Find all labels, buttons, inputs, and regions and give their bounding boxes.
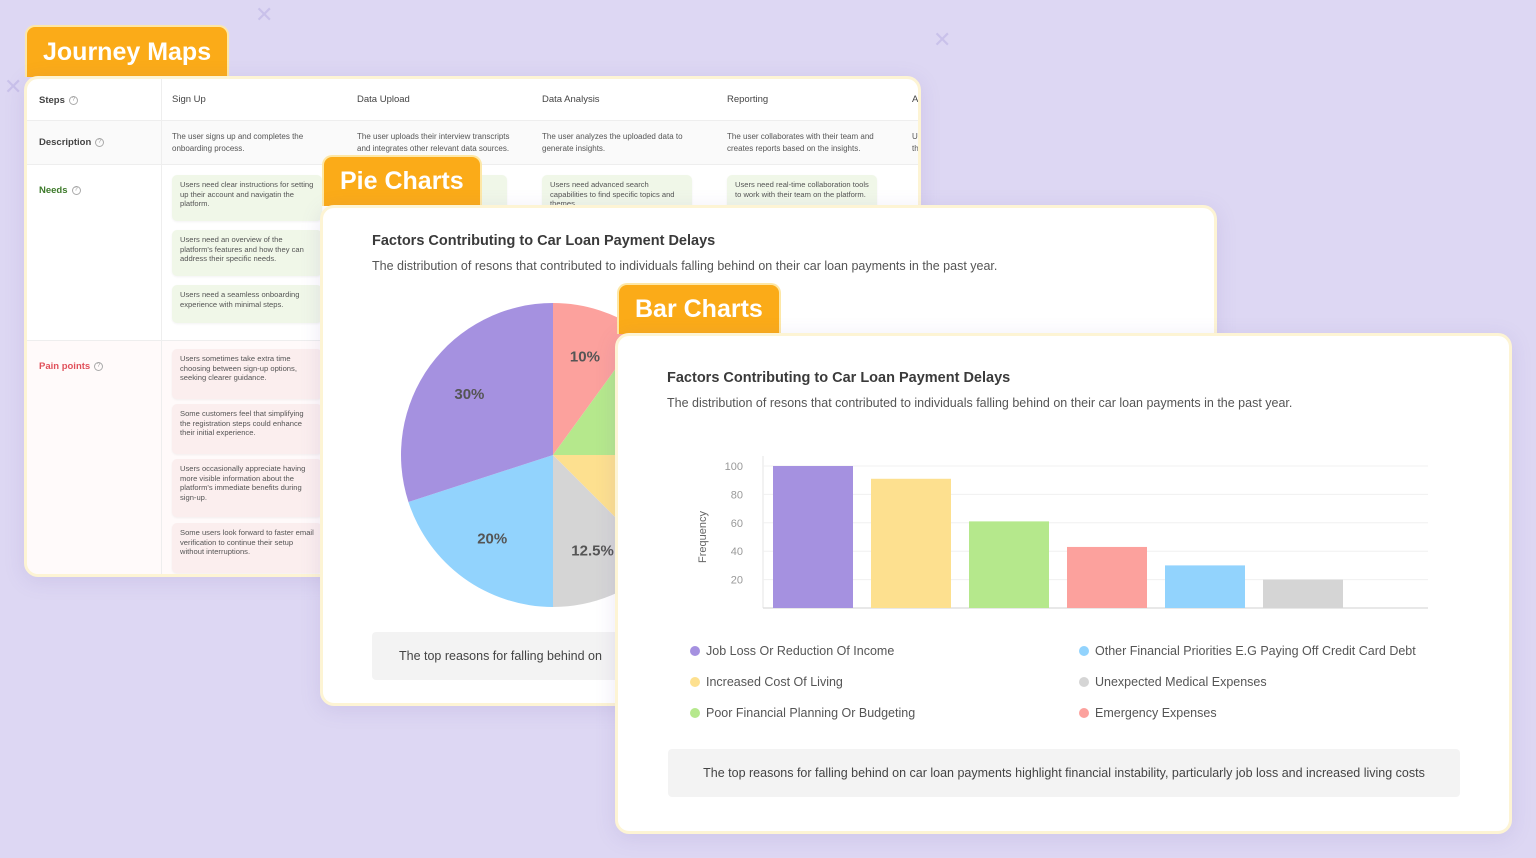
bar-charts-tab[interactable]: Bar Charts <box>617 283 781 334</box>
y-tick-label: 80 <box>731 489 743 501</box>
step-description: The user collaborates with their team an… <box>727 132 874 153</box>
legend-swatch <box>690 646 700 656</box>
y-tick-label: 20 <box>731 575 743 587</box>
steps-row: Steps? Sign Up Data Upload Data Analysis… <box>27 79 918 121</box>
pie-slice[interactable] <box>408 455 553 607</box>
decorative-cross-icon: ✕ <box>933 27 952 52</box>
bar[interactable] <box>773 466 853 608</box>
pain-card: Users sometimes take extra time choosing… <box>172 349 322 399</box>
legend-swatch <box>690 677 700 687</box>
tab-label: Pie Charts <box>340 167 464 195</box>
step-header: Data Upload <box>357 94 410 105</box>
need-card: Users need an overview of the platform's… <box>172 230 322 276</box>
help-icon[interactable]: ? <box>95 138 105 147</box>
help-icon[interactable]: ? <box>71 186 81 195</box>
help-icon[interactable]: ? <box>68 96 78 105</box>
legend-label: Poor Financial Planning Or Budgeting <box>706 706 916 720</box>
y-tick-label: 40 <box>731 546 743 558</box>
pie-slice-label: 30% <box>454 386 484 403</box>
legend-label: Other Financial Priorities E.G Paying Of… <box>1095 644 1416 658</box>
chart-subtitle: The distribution of resons that contribu… <box>372 259 998 273</box>
pie-slice-label: 10% <box>570 349 600 366</box>
pain-card: Users occasionally appreciate having mor… <box>172 459 322 517</box>
legend-swatch <box>690 708 700 718</box>
step-description: The user analyzes the uploaded data to g… <box>542 132 683 153</box>
steps-label: Steps <box>39 95 65 106</box>
legend-item[interactable]: Other Financial Priorities E.G Paying Of… <box>1079 644 1416 658</box>
legend-item[interactable]: Increased Cost Of Living <box>690 675 843 689</box>
chart-title: Factors Contributing to Car Loan Payment… <box>372 233 716 249</box>
step-description: Us th <box>912 132 919 153</box>
step-header: Data Analysis <box>542 94 600 105</box>
legend-swatch <box>1079 677 1089 687</box>
need-card: Users need a seamless onboarding experie… <box>172 285 322 323</box>
pain-points-label: Pain points <box>39 361 91 372</box>
legend-label: Job Loss Or Reduction Of Income <box>706 644 895 658</box>
bar[interactable] <box>1067 546 1147 608</box>
legend-label: Increased Cost Of Living <box>706 675 843 689</box>
pie-slice-label: 12.5% <box>571 542 614 559</box>
legend-label: Emergency Expenses <box>1095 706 1217 720</box>
tab-label: Journey Maps <box>43 37 212 66</box>
step-header: Ac <box>912 94 919 105</box>
chart-title: Factors Contributing to Car Loan Payment… <box>667 370 1011 386</box>
help-icon[interactable]: ? <box>94 362 104 371</box>
legend-item[interactable]: Job Loss Or Reduction Of Income <box>690 644 894 658</box>
bar-chart-card: Factors Contributing to Car Loan Payment… <box>615 333 1512 834</box>
pain-card: Some users look forward to faster email … <box>172 523 322 573</box>
journey-maps-tab[interactable]: Journey Maps <box>25 25 230 77</box>
legend-item[interactable]: Poor Financial Planning Or Budgeting <box>690 706 915 720</box>
decorative-cross-icon: ✕ <box>255 2 274 27</box>
bar-chart: 20 40 60 80 100 Frequency <box>697 456 1428 609</box>
bar[interactable] <box>1263 579 1343 608</box>
y-tick-label: 60 <box>731 518 743 530</box>
legend-item[interactable]: Unexpected Medical Expenses <box>1079 675 1267 689</box>
legend-swatch <box>1079 646 1089 656</box>
chart-subtitle: The distribution of resons that contribu… <box>667 396 1293 410</box>
legend-label: Unexpected Medical Expenses <box>1095 675 1267 689</box>
legend-item[interactable]: Emergency Expenses <box>1079 706 1217 720</box>
bar[interactable] <box>1165 565 1245 608</box>
pain-card: Some customers feel that simplifying the… <box>172 404 322 454</box>
need-card: Users need clear instructions for settin… <box>172 175 322 221</box>
step-header: Sign Up <box>172 94 206 105</box>
bar[interactable] <box>969 521 1049 608</box>
legend-swatch <box>1079 708 1089 718</box>
pie-slice-label: 20% <box>477 531 507 548</box>
description-label: Description <box>39 137 92 148</box>
y-tick-label: 100 <box>725 461 743 473</box>
needs-label: Needs <box>39 185 68 196</box>
pie-charts-tab[interactable]: Pie Charts <box>322 155 482 206</box>
step-header: Reporting <box>727 94 769 105</box>
tab-label: Bar Charts <box>635 295 763 323</box>
y-axis-label: Frequency <box>697 511 709 563</box>
bar[interactable] <box>871 478 951 608</box>
pie-slice[interactable] <box>401 303 553 502</box>
decorative-cross-icon: ✕ <box>4 74 23 99</box>
step-description: The user uploads their interview transcr… <box>357 132 510 153</box>
chart-note: The top reasons for falling behind on ca… <box>668 749 1460 797</box>
step-description: The user signs up and completes the onbo… <box>172 132 304 153</box>
